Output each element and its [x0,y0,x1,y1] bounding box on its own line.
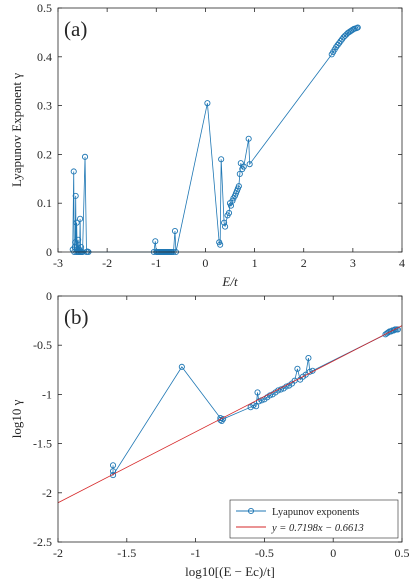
panel-a-data-point [75,236,82,243]
panel-a-data-point [70,168,77,175]
panel-a-label: (a) [64,17,87,41]
panel-b-xtick-label: -0.5 [255,546,274,560]
panel-b: -2 -1.5 -1 -0.5 0 0.5-2.5-2-1.5-1-0.50 (b) lo… [9,289,410,579]
panel-a-data-point [221,219,228,226]
legend-label-lyapunov: Lyapunov exponents [272,507,359,518]
panel-a-data-point [222,223,229,230]
panel-b-ytick-label: 0 [46,289,52,303]
panel-b-data-point [250,402,257,409]
panel-a-xtick-label: -2 [102,256,112,270]
panel-b-data-point [109,472,117,479]
panel-a-ytick-label: 0 [46,245,52,259]
panel-a-xtick-label: 2 [301,256,307,270]
panel-a-xtick-label: 3 [350,256,356,270]
panel-a-series-0-line [72,27,358,253]
panel-a-data-point [171,227,179,235]
panel-b-data-point [253,403,260,410]
panel-b-xlabel: log10[(E − Ec)/t] [185,564,275,579]
panel-a-plot-area [58,8,402,252]
panel-b-series [57,325,403,504]
panel-a-data-point [236,170,243,177]
panel-a-data-point [354,24,361,31]
panel-a-ytick-label: 0.1 [37,196,52,210]
panel-b-data-point [294,365,301,372]
panel-b-data-point [302,371,309,378]
panel-a-data-point [246,161,253,168]
panel-a-data-point [152,238,159,245]
panel-b-data-point [390,327,397,334]
panel-b-ylabel: log10 γ [9,399,24,438]
panel-b-label: (b) [64,305,89,329]
panel-a-data-point [81,153,89,160]
panel-a-xtick-label: 4 [399,256,405,270]
panel-b-ytick-label: -0.5 [33,338,52,352]
panel-a-xtick-label: 1 [252,256,258,270]
panel-b-xtick-label: -1 [191,546,201,560]
panel-b-ytick-label: -1.5 [33,437,52,451]
panel-a-ylabel: Lyapunov Exponent γ [9,73,24,187]
panel-a-data-point [217,241,224,248]
panel-a-ytick-label: 0.4 [37,50,52,64]
panel-a-data-point [77,215,84,222]
panel-a-data-point [218,156,225,163]
panel-b-xtick-label: 0 [330,546,336,560]
panel-a-data-point [204,100,211,107]
panel-b-ytick-label: -2 [42,486,52,500]
panel-a-data-point [235,183,242,190]
panel-b-data-point [291,377,298,384]
panel-a-data-point [245,135,252,142]
panel-b-axes-box [57,295,403,543]
panel-b-data-point [305,354,312,362]
panel-a-data-point [240,163,247,170]
panel-b-xtick-label: -2 [53,546,63,560]
panel-a-xtick-label: 0 [202,256,208,270]
panel-b-xtick-label: -1.5 [117,546,136,560]
panel-a-xtick-label: -3 [53,256,63,270]
panel-b-xtick-label: 0.5 [395,546,410,560]
panel-a-data-point [237,160,244,167]
panel-b-ytick-label: -2.5 [33,535,52,549]
panel-b-data-point [255,398,262,405]
panel-b-ticks: -2 -1.5 -1 -0.5 0 0.5-2.5-2-1.5-1-0.50 [33,289,410,560]
legend-label-fit: y = 0.7198x − 0.6613 [271,523,364,534]
panel-b-data-point [109,462,117,469]
panel-a-data-point [72,192,79,199]
panel-a-data-point [73,219,80,226]
panel-b-data-point [109,468,117,475]
panel-a-data-point [225,209,233,217]
panel-a: -3 -2 -1 0 1 2 3 4 0 0.1 0.2 0.3 0.4 0.5 (a) E/t Lyap… [9,1,405,289]
legend-box [229,499,399,539]
panel-a-ytick-label: 0.5 [37,1,52,15]
panel-a-ytick-label: 0.3 [37,99,52,113]
legend-marker-lyapunov [247,507,255,515]
panel-b-data-point [217,416,224,424]
panel-a-ytick-label: 0.2 [37,147,52,161]
panel-b-data-point [254,389,261,396]
panel-a-xtick-label: -1 [151,256,161,270]
panel-a-xlabel: E/t [221,274,238,289]
panel-b-series-1-line [57,325,403,504]
panel-b-ytick-label: -1 [42,387,52,401]
panel-a-axes-box [57,7,403,253]
legend: Lyapunov exponents y = 0.7198x − 0.6613 [229,499,399,539]
panel-b-data-point [178,363,185,370]
